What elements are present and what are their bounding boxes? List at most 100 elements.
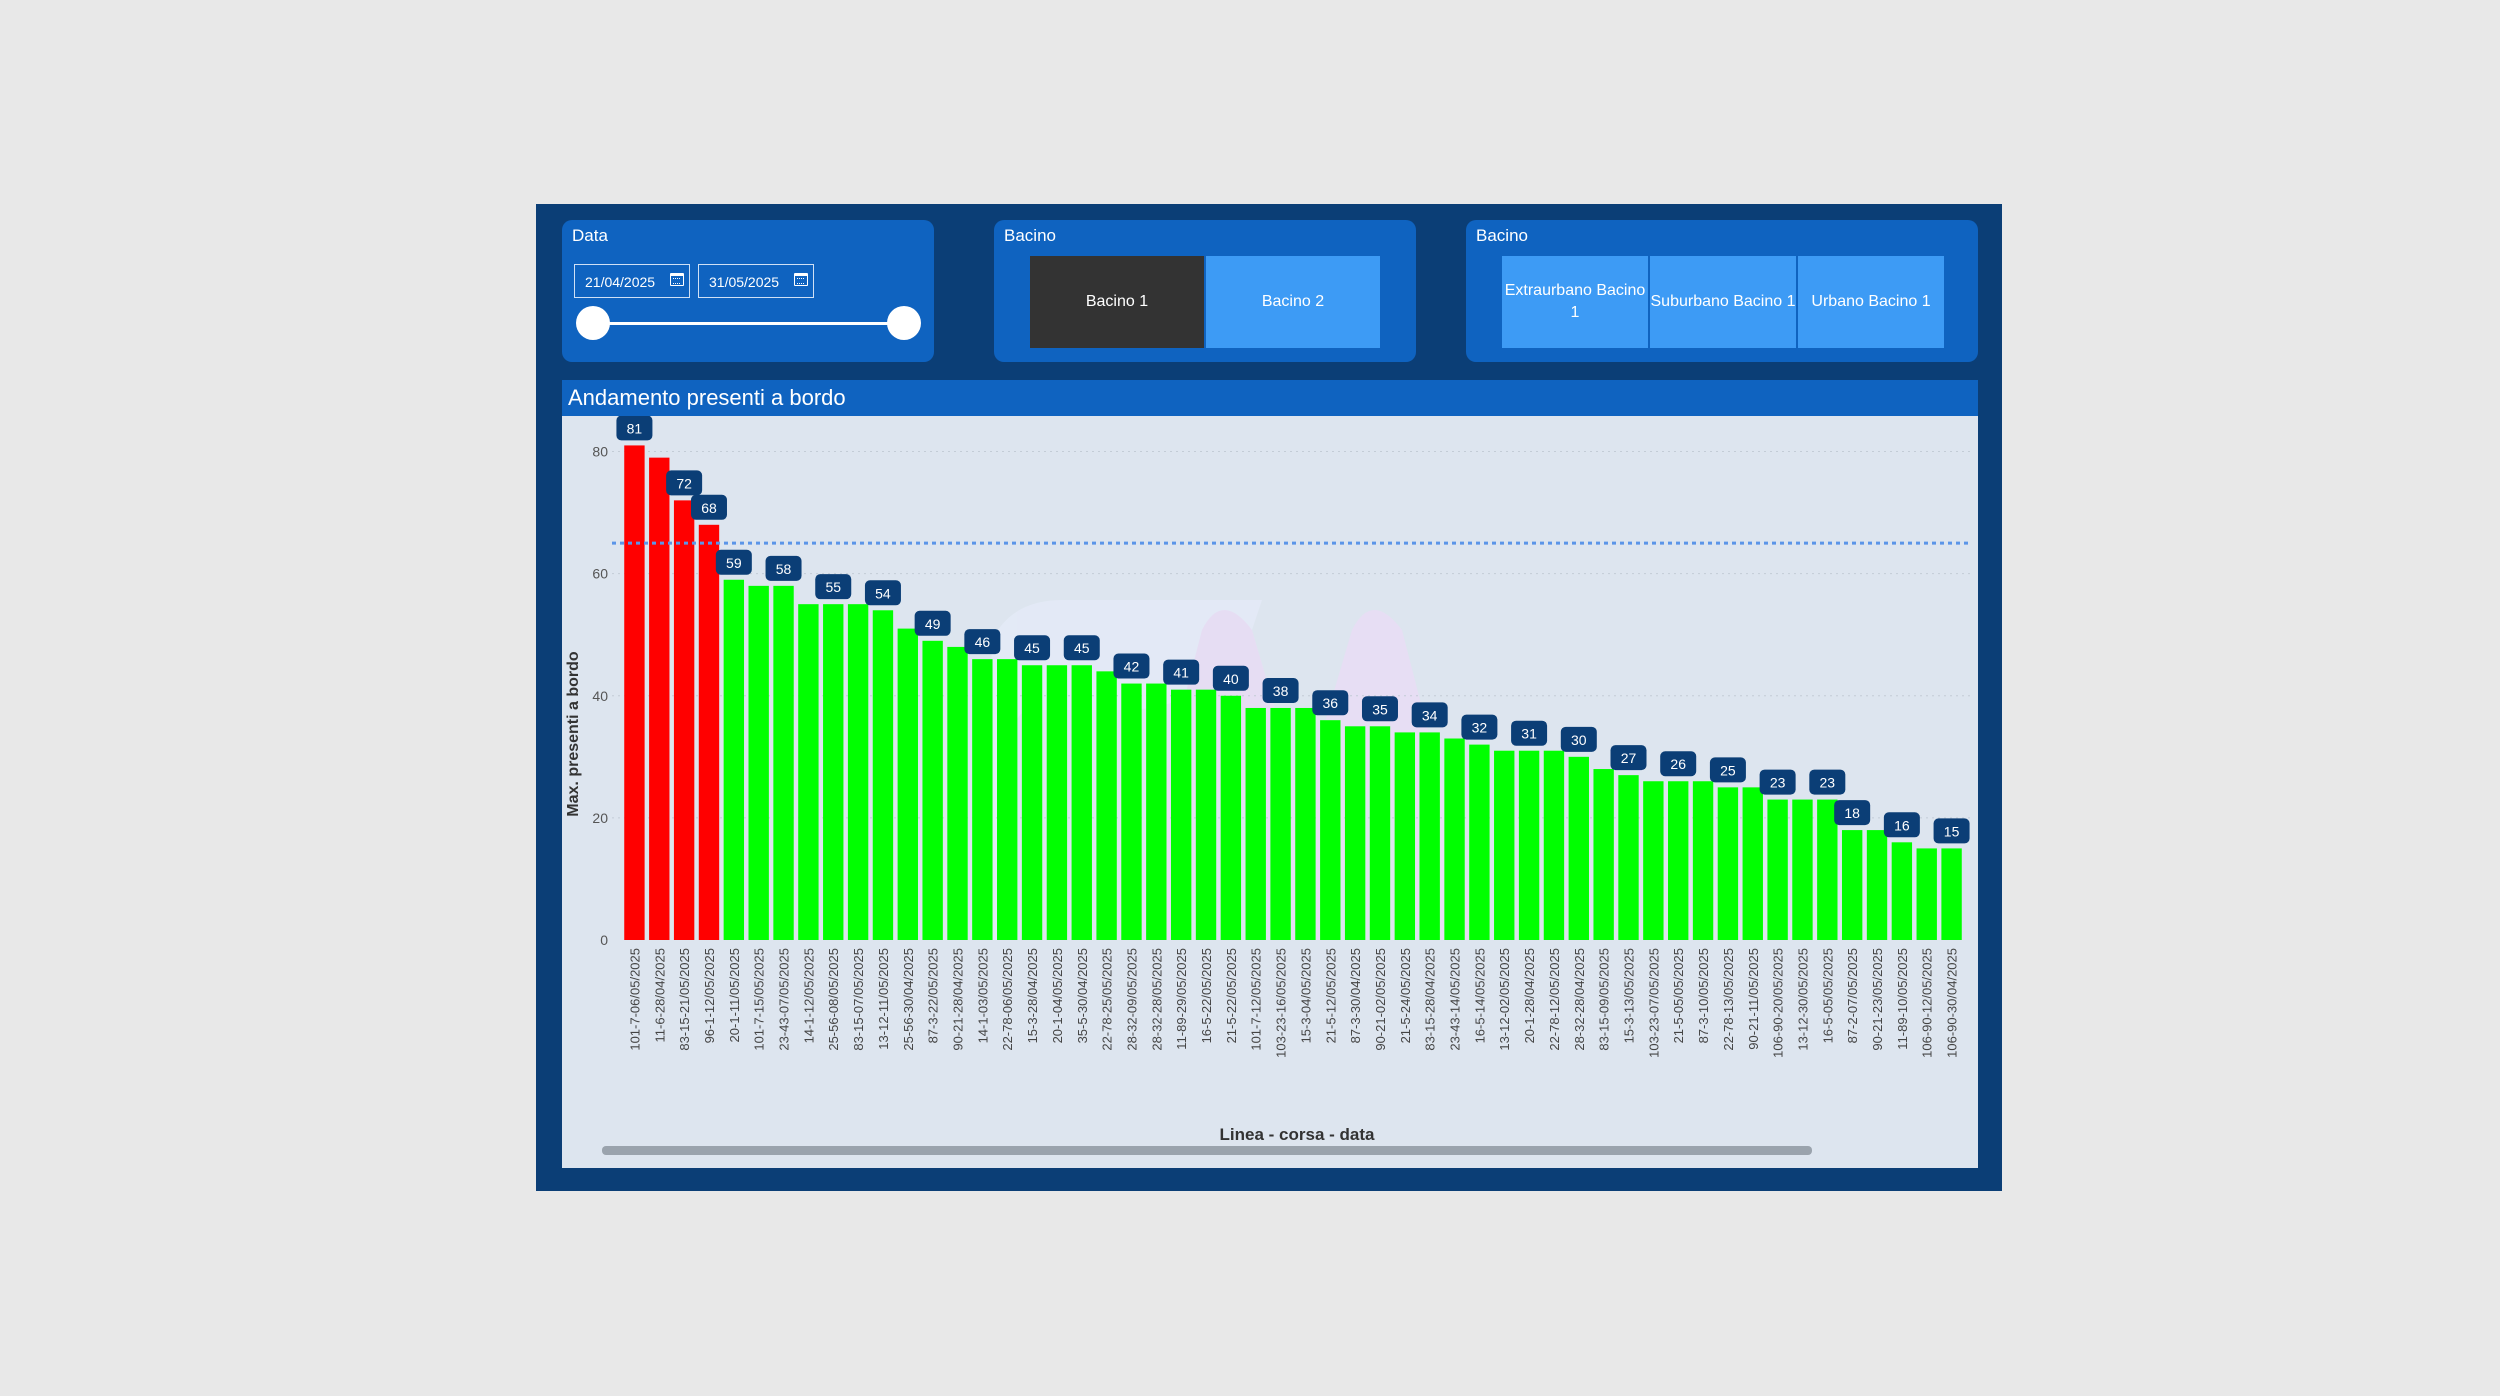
- bar[interactable]: [673, 500, 695, 940]
- bar[interactable]: [1891, 842, 1913, 940]
- bar[interactable]: [1419, 732, 1440, 940]
- bar[interactable]: [1195, 689, 1217, 940]
- bar[interactable]: [922, 640, 943, 940]
- extraurbano-bacino-1-tile[interactable]: Extraurbano Bacino 1: [1502, 256, 1648, 348]
- data-label: 15: [1944, 823, 1960, 839]
- x-tick-label: 106-90-20/05/2025: [1771, 948, 1786, 1058]
- data-label-bg: [1113, 653, 1150, 679]
- x-axis-title: Linea - corsa - data: [1220, 1125, 1375, 1144]
- bar[interactable]: [1717, 787, 1739, 940]
- bar[interactable]: [1121, 683, 1142, 940]
- bar[interactable]: [1146, 683, 1167, 940]
- x-tick-label: 15-3-13/05/2025: [1622, 948, 1637, 1043]
- bar[interactable]: [798, 604, 819, 940]
- bar[interactable]: [649, 457, 670, 940]
- date-range-end-handle[interactable]: [887, 306, 921, 340]
- x-tick-label: 21-5-12/05/2025: [1323, 948, 1338, 1043]
- bar[interactable]: [1021, 665, 1043, 940]
- x-tick-label: 23-43-14/05/2025: [1448, 948, 1463, 1051]
- bar[interactable]: [1742, 787, 1763, 940]
- x-tick-label: 28-32-28/05/2025: [1149, 948, 1164, 1051]
- bar[interactable]: [1692, 781, 1714, 940]
- bar[interactable]: [872, 610, 894, 940]
- x-tick-label: 90-21-23/05/2025: [1870, 948, 1885, 1051]
- bar[interactable]: [1618, 775, 1639, 940]
- bar[interactable]: [1344, 726, 1366, 940]
- x-tick-label: 90-21-11/05/2025: [1746, 948, 1761, 1050]
- x-tick-label: 21-5-22/05/2025: [1224, 948, 1239, 1043]
- bar[interactable]: [1220, 695, 1242, 940]
- horizontal-scrollbar[interactable]: [602, 1146, 1812, 1155]
- bacino-1-tile[interactable]: Bacino 1: [1030, 256, 1204, 348]
- bar[interactable]: [1170, 689, 1192, 940]
- bar[interactable]: [773, 585, 794, 940]
- bar[interactable]: [1096, 671, 1117, 940]
- bar[interactable]: [1767, 799, 1788, 940]
- bar[interactable]: [947, 646, 968, 940]
- start-date-value: 21/04/2025: [585, 274, 656, 290]
- urbano-bacino-1-tile[interactable]: Urbano Bacino 1: [1798, 256, 1944, 348]
- bar[interactable]: [997, 659, 1018, 940]
- x-tick-label: 25-56-30/04/2025: [901, 948, 916, 1051]
- bar[interactable]: [1518, 750, 1540, 940]
- bar[interactable]: [1543, 750, 1565, 940]
- bar[interactable]: [1643, 781, 1664, 940]
- calendar-icon[interactable]: [794, 273, 808, 286]
- bar[interactable]: [723, 579, 745, 940]
- x-tick-label: 106-90-12/05/2025: [1920, 948, 1935, 1058]
- end-date-input[interactable]: 31/05/2025: [698, 264, 814, 298]
- bar[interactable]: [1593, 769, 1614, 940]
- bar[interactable]: [1668, 781, 1689, 940]
- x-tick-label: 87-3-22/05/2025: [926, 948, 941, 1043]
- bar[interactable]: [897, 628, 918, 940]
- bar[interactable]: [748, 585, 769, 940]
- bar[interactable]: [1270, 707, 1291, 940]
- x-tick-label: 28-32-09/05/2025: [1124, 948, 1139, 1051]
- data-label-bg: [1610, 745, 1647, 771]
- bar[interactable]: [1369, 726, 1391, 940]
- start-date-input[interactable]: 21/04/2025: [574, 264, 690, 298]
- bar[interactable]: [1469, 744, 1490, 940]
- bar[interactable]: [1941, 848, 1962, 940]
- bar[interactable]: [698, 524, 720, 940]
- bar[interactable]: [1444, 738, 1465, 940]
- date-range-slider-track[interactable]: [602, 322, 906, 325]
- bar[interactable]: [1792, 799, 1813, 940]
- bar[interactable]: [1295, 707, 1316, 940]
- bar[interactable]: [1071, 665, 1092, 940]
- bar[interactable]: [847, 604, 869, 940]
- data-label: 59: [726, 555, 742, 571]
- bar[interactable]: [1320, 720, 1341, 940]
- date-range-start-handle[interactable]: [576, 306, 610, 340]
- bar[interactable]: [1245, 707, 1266, 940]
- x-tick-label: 90-21-28/04/2025: [951, 948, 966, 1051]
- x-tick-label: 11-89-29/05/2025: [1174, 948, 1189, 1050]
- bar[interactable]: [624, 445, 645, 940]
- data-label: 23: [1820, 775, 1836, 791]
- bar[interactable]: [823, 604, 844, 940]
- x-tick-label: 83-15-09/05/2025: [1597, 948, 1612, 1051]
- bar[interactable]: [1046, 665, 1068, 940]
- bar[interactable]: [972, 659, 993, 940]
- calendar-icon[interactable]: [670, 273, 684, 286]
- data-label: 45: [1024, 640, 1040, 656]
- bar[interactable]: [1394, 732, 1416, 940]
- data-label: 38: [1273, 683, 1289, 699]
- data-label: 35: [1372, 701, 1388, 717]
- bacino-2-tile[interactable]: Bacino 2: [1206, 256, 1380, 348]
- bar[interactable]: [1817, 799, 1838, 940]
- suburbano-bacino-1-tile[interactable]: Suburbano Bacino 1: [1650, 256, 1796, 348]
- bar[interactable]: [1841, 830, 1863, 940]
- bars: [624, 445, 1962, 940]
- bar[interactable]: [1494, 750, 1515, 940]
- x-tick-label: 16-5-14/05/2025: [1472, 948, 1487, 1043]
- chart-header: Andamento presenti a bordo: [562, 380, 1978, 416]
- bar[interactable]: [1568, 756, 1589, 940]
- data-label: 41: [1173, 665, 1189, 681]
- x-tick-label: 83-15-28/04/2025: [1423, 948, 1438, 1051]
- bar[interactable]: [1866, 830, 1888, 940]
- bar[interactable]: [1916, 848, 1937, 940]
- x-tick-label: 13-12-30/05/2025: [1795, 948, 1810, 1051]
- data-label-bg: [715, 549, 752, 575]
- bar-chart: 0 20 40 60 80 81 72 68 59 58 55 54 49 46 45 45 42 41 40 38…: [565, 415, 1974, 1155]
